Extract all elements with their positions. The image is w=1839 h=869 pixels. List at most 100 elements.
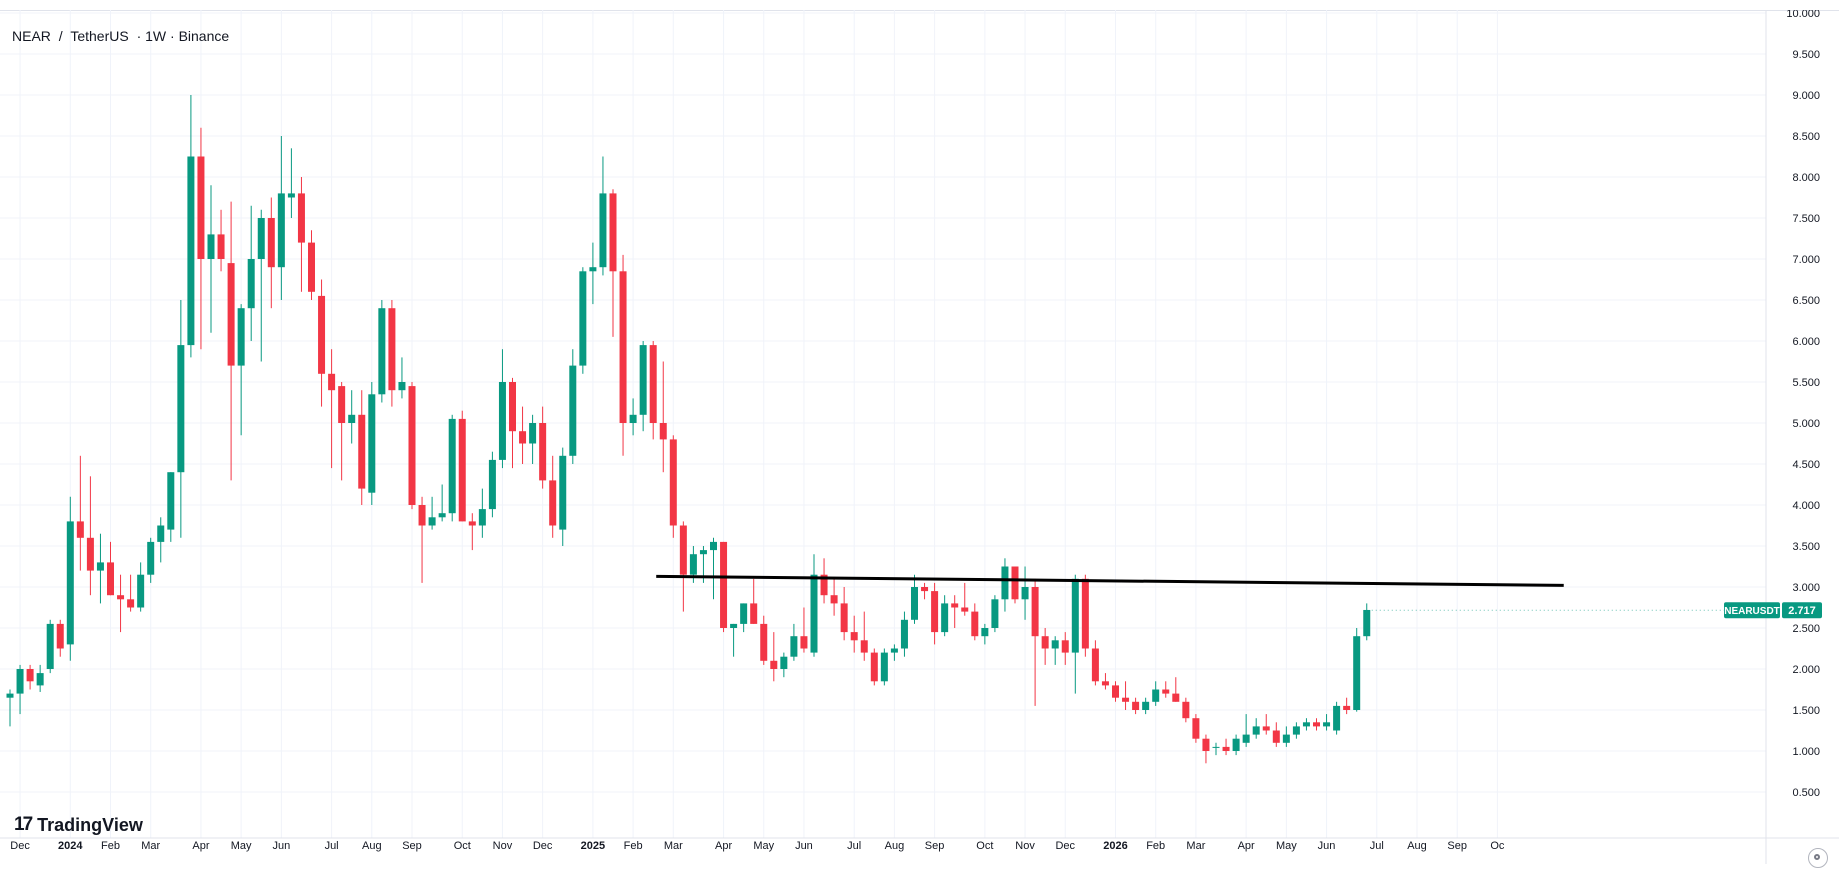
candle-down[interactable] bbox=[1132, 701, 1140, 710]
candle-down[interactable] bbox=[539, 423, 547, 481]
candle-up[interactable] bbox=[699, 550, 707, 555]
candle-up[interactable] bbox=[890, 648, 898, 653]
candle-down[interactable] bbox=[850, 632, 858, 641]
candle-up[interactable] bbox=[941, 603, 949, 633]
candle-down[interactable] bbox=[549, 480, 557, 526]
candle-down[interactable] bbox=[1262, 726, 1270, 731]
candle-up[interactable] bbox=[66, 521, 74, 645]
candle-up[interactable] bbox=[810, 574, 818, 653]
candle-down[interactable] bbox=[297, 193, 305, 243]
candle-down[interactable] bbox=[1091, 648, 1099, 682]
candle-up[interactable] bbox=[730, 623, 738, 628]
candle-down[interactable] bbox=[76, 521, 84, 538]
candle-up[interactable] bbox=[1363, 609, 1371, 637]
candle-up[interactable] bbox=[36, 673, 44, 686]
candle-down[interactable] bbox=[679, 525, 687, 575]
candle-up[interactable] bbox=[1142, 701, 1150, 710]
candle-up[interactable] bbox=[1212, 746, 1220, 748]
candle-down[interactable] bbox=[1041, 636, 1049, 649]
candle-up[interactable] bbox=[16, 669, 24, 694]
candle-up[interactable] bbox=[1302, 722, 1310, 727]
candle-up[interactable] bbox=[448, 418, 456, 514]
candle-down[interactable] bbox=[1343, 705, 1351, 710]
candle-down[interactable] bbox=[56, 623, 64, 649]
candle-down[interactable] bbox=[267, 218, 275, 268]
candle-up[interactable] bbox=[96, 562, 104, 571]
candle-up[interactable] bbox=[981, 628, 989, 637]
candle-down[interactable] bbox=[1011, 566, 1019, 600]
candle-up[interactable] bbox=[991, 599, 999, 628]
candle-down[interactable] bbox=[107, 562, 114, 596]
chart-container[interactable]: 0.500 1.000 1.500 2.000 2.500 3.000 3.500 4.000… bbox=[0, 8, 1839, 868]
candle-up[interactable] bbox=[1252, 726, 1260, 735]
candle-down[interactable] bbox=[308, 242, 315, 292]
candle-down[interactable] bbox=[1172, 693, 1180, 702]
candle-up[interactable] bbox=[780, 656, 788, 669]
candle-down[interactable] bbox=[1081, 578, 1089, 649]
candle-up[interactable] bbox=[911, 587, 918, 620]
candle-down[interactable] bbox=[870, 652, 878, 682]
candle-up[interactable] bbox=[1001, 566, 1009, 600]
candle-down[interactable] bbox=[1112, 685, 1119, 698]
last-price-tag[interactable] bbox=[1782, 602, 1822, 619]
candle-up[interactable] bbox=[137, 574, 145, 608]
candle-down[interactable] bbox=[388, 308, 396, 391]
candle-down[interactable] bbox=[860, 640, 868, 653]
candle-up[interactable] bbox=[167, 472, 175, 530]
candle-up[interactable] bbox=[348, 414, 356, 423]
candle-up[interactable] bbox=[1292, 726, 1300, 735]
settings-circle-icon[interactable] bbox=[1808, 848, 1828, 868]
candle-down[interactable] bbox=[468, 521, 476, 526]
candle-down[interactable] bbox=[358, 414, 366, 489]
candle-up[interactable] bbox=[790, 636, 798, 657]
candle-down[interactable] bbox=[1182, 701, 1190, 719]
candle-down[interactable] bbox=[1061, 640, 1069, 653]
candle-down[interactable] bbox=[338, 386, 346, 423]
candle-down[interactable] bbox=[800, 636, 808, 649]
candle-up[interactable] bbox=[639, 345, 647, 415]
candle-up[interactable] bbox=[398, 382, 406, 391]
candle-down[interactable] bbox=[921, 587, 929, 592]
candle-up[interactable] bbox=[1242, 734, 1250, 743]
trendline[interactable] bbox=[656, 574, 1564, 587]
candle-up[interactable] bbox=[1353, 636, 1361, 710]
candle-up[interactable] bbox=[46, 623, 54, 669]
tradingview-logo[interactable]: 17 TradingView bbox=[14, 814, 143, 836]
candle-down[interactable] bbox=[951, 603, 959, 608]
candle-up[interactable] bbox=[498, 382, 506, 460]
candle-up[interactable] bbox=[569, 365, 577, 456]
candle-up[interactable] bbox=[157, 525, 165, 542]
candle-up[interactable] bbox=[207, 234, 215, 259]
candle-up[interactable] bbox=[1333, 705, 1341, 731]
candle-up[interactable] bbox=[428, 517, 436, 526]
candle-down[interactable] bbox=[227, 263, 235, 366]
candle-up[interactable] bbox=[710, 541, 717, 551]
candle-down[interactable] bbox=[619, 271, 627, 423]
candle-up[interactable] bbox=[147, 541, 155, 575]
candle-up[interactable] bbox=[488, 459, 496, 510]
candle-down[interactable] bbox=[1313, 722, 1320, 727]
candle-down[interactable] bbox=[750, 603, 758, 624]
series-name-tag[interactable] bbox=[1724, 602, 1780, 619]
candle-up[interactable] bbox=[287, 193, 295, 198]
candle-down[interactable] bbox=[931, 591, 939, 633]
candle-up[interactable] bbox=[579, 271, 587, 366]
candle-up[interactable] bbox=[1282, 734, 1290, 743]
candle-up[interactable] bbox=[177, 345, 185, 473]
candle-up[interactable] bbox=[740, 603, 748, 624]
candle-down[interactable] bbox=[1272, 730, 1280, 743]
candle-down[interactable] bbox=[418, 505, 426, 526]
candle-up[interactable] bbox=[1323, 722, 1331, 727]
candle-down[interactable] bbox=[669, 439, 677, 526]
symbol-header[interactable]: NEAR / TetherUS · 1W · Binance bbox=[12, 28, 233, 44]
candle-down[interactable] bbox=[609, 193, 617, 272]
candle-down[interactable] bbox=[1202, 738, 1210, 751]
candle-down[interactable] bbox=[840, 603, 848, 633]
candle-down[interactable] bbox=[1031, 587, 1039, 637]
candle-up[interactable] bbox=[880, 652, 888, 682]
candle-up[interactable] bbox=[589, 267, 597, 272]
candle-up[interactable] bbox=[529, 423, 537, 444]
candle-up[interactable] bbox=[1071, 578, 1079, 653]
candle-up[interactable] bbox=[599, 193, 607, 268]
candle-up[interactable] bbox=[277, 193, 285, 268]
